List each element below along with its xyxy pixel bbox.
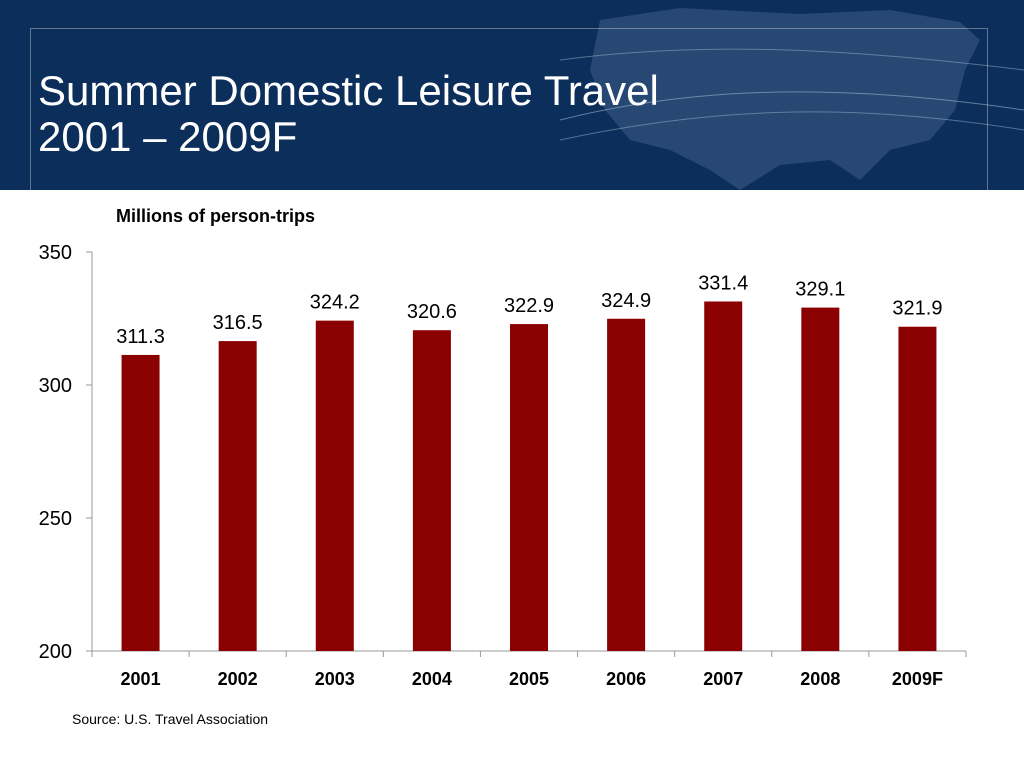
y-tick-label: 350 (39, 242, 72, 264)
bar-2009F (898, 326, 937, 651)
y-tick-label: 300 (39, 375, 72, 397)
x-tick-label: 2006 (606, 669, 646, 689)
data-label: 324.2 (310, 292, 360, 314)
x-tick-label: 2005 (509, 669, 549, 689)
source-note: Source: U.S. Travel Association (72, 711, 269, 727)
bar-2003 (315, 320, 354, 651)
data-label: 329.1 (795, 279, 845, 301)
bars (121, 301, 937, 651)
y-tick-label: 250 (39, 508, 72, 530)
x-tick-label: 2008 (800, 669, 840, 689)
y-axis: 200 250 300 350 (39, 242, 93, 663)
data-labels: 311.3 316.5 324.2 320.6 322.9 324.9 331.4 329.1… (116, 272, 942, 347)
chart-subtitle: Millions of person-trips (116, 206, 316, 226)
data-label: 324.9 (601, 290, 651, 312)
x-tick-label: 2002 (218, 669, 258, 689)
data-label: 331.4 (698, 272, 748, 294)
bar-2001 (121, 354, 160, 651)
title-line-2: 2001 – 2009F (38, 113, 298, 160)
bar-2008 (801, 307, 840, 651)
bar-2002 (218, 341, 257, 651)
x-tick-label: 2001 (121, 669, 161, 689)
data-label: 322.9 (504, 295, 554, 317)
data-label: 320.6 (407, 301, 457, 323)
x-tick-label: 2007 (703, 669, 743, 689)
banner-frame (30, 28, 988, 190)
bar-2006 (607, 318, 646, 651)
data-label: 311.3 (116, 326, 165, 348)
us-map-graphic (560, 8, 1024, 190)
bar-2007 (704, 301, 743, 651)
data-label: 321.9 (892, 298, 942, 320)
x-axis: 2001 2002 2003 2004 2005 2006 2007 2008 2009F (91, 650, 967, 689)
x-tick-label: 2003 (315, 669, 355, 689)
slide-title: Summer Domestic Leisure Travel 2001 – 20… (38, 68, 659, 160)
x-tick-label: 2009F (892, 669, 943, 689)
title-banner: Summer Domestic Leisure Travel 2001 – 20… (0, 0, 1024, 190)
y-tick-label: 200 (39, 641, 72, 663)
title-line-1: Summer Domestic Leisure Travel (38, 67, 659, 114)
bar-2004 (412, 330, 451, 651)
bar-2005 (510, 324, 548, 651)
data-label: 316.5 (213, 312, 263, 334)
x-tick-label: 2004 (412, 669, 452, 689)
